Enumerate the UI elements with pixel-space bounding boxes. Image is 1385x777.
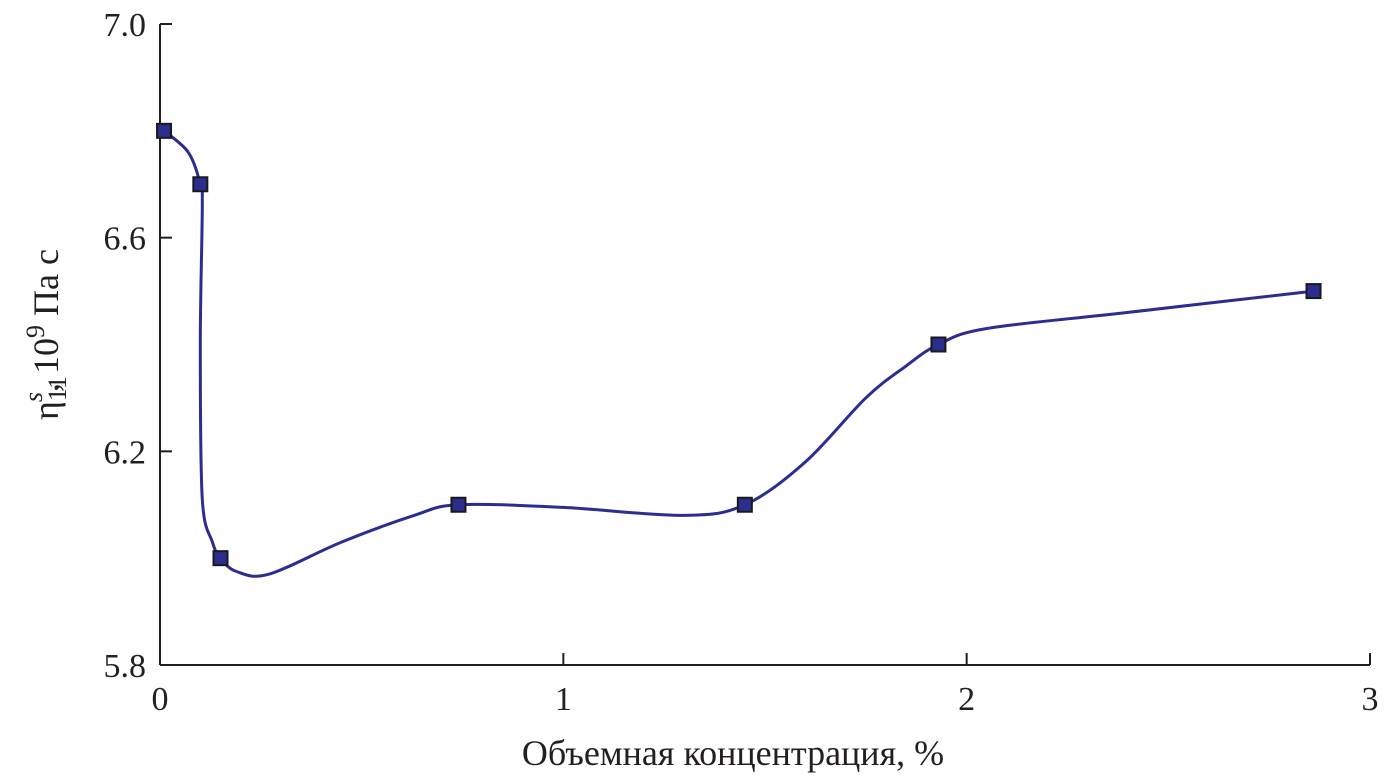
data-point-marker <box>192 176 209 193</box>
y-axis-symbol: η <box>26 401 66 420</box>
x-tick-label: 3 <box>1362 681 1379 718</box>
y-tick-label: 5.8 <box>104 648 147 685</box>
y-axis-superscript: s <box>19 392 48 402</box>
x-axis-title: Объемная концентрация, % <box>522 733 944 773</box>
y-axis-title: η11s, 109 Па с <box>19 249 72 420</box>
data-point-marker <box>736 496 753 513</box>
x-ticks: 0 1 2 3 <box>152 653 1379 718</box>
data-point-marker <box>1305 283 1322 300</box>
y-axis-unit-prefix: , 10 <box>26 338 66 392</box>
x-tick-label: 1 <box>555 681 572 718</box>
data-point-marker <box>930 336 947 353</box>
y-tick-label: 7.0 <box>104 7 147 44</box>
data-point-marker <box>450 496 467 513</box>
y-tick-label: 6.2 <box>104 434 147 471</box>
y-axis-unit-suffix: Па с <box>26 249 66 325</box>
x-tick-label: 0 <box>152 681 169 718</box>
data-point-marker <box>212 550 229 567</box>
axes <box>159 24 1370 666</box>
y-tick-label: 6.6 <box>104 221 147 258</box>
data-markers <box>156 122 1322 567</box>
data-point-marker <box>156 122 173 139</box>
y-ticks: 5.8 6.2 6.6 7.0 <box>104 7 172 685</box>
y-axis-unit-exponent: 9 <box>21 325 50 338</box>
x-tick-label: 2 <box>958 681 975 718</box>
y-axis-subscript: 11 <box>43 376 72 401</box>
